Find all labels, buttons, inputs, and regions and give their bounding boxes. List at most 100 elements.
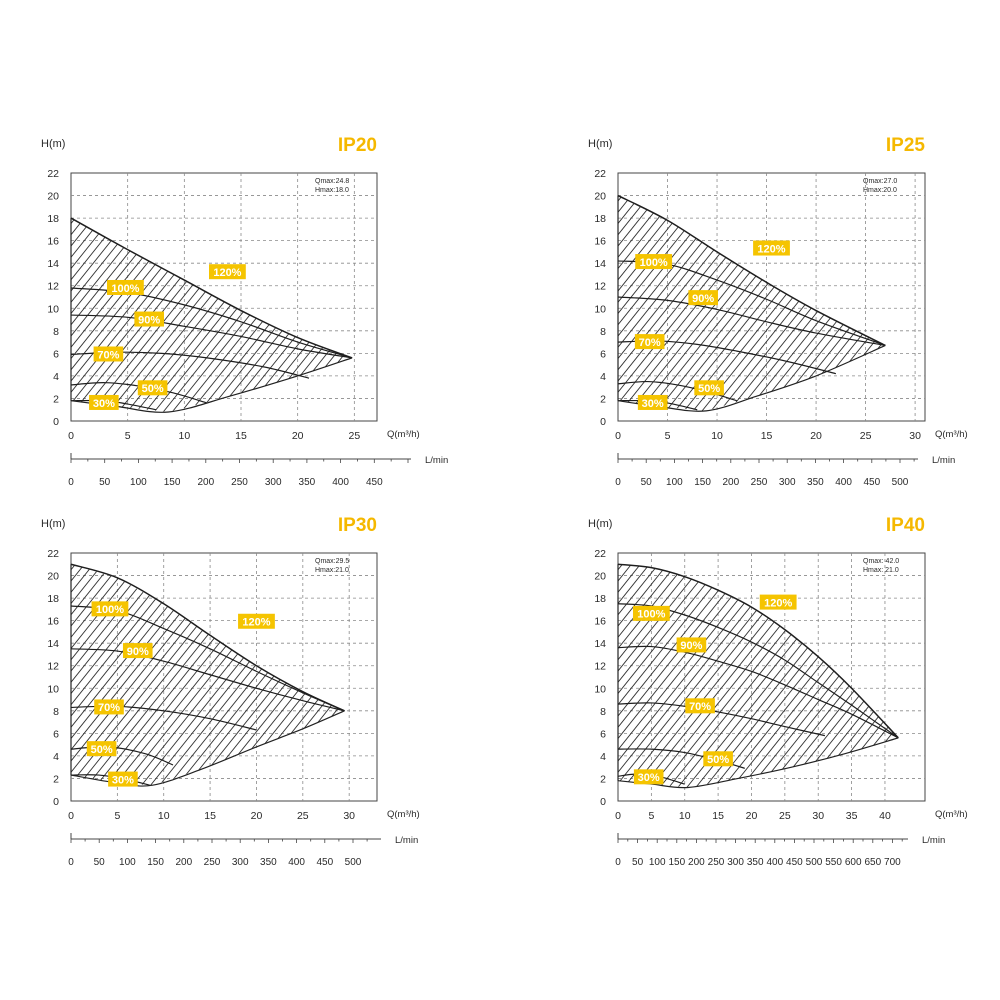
- hatch-line: [345, 553, 543, 801]
- hatch-line: [738, 564, 899, 788]
- series-curve: [70, 217, 353, 359]
- series-label: 70%: [97, 349, 119, 361]
- x2-tick-label: 150: [668, 857, 685, 868]
- hatch-line: [864, 195, 886, 411]
- hatch-line: [390, 553, 588, 801]
- hatch-line: [892, 173, 1000, 421]
- hatch-line: [618, 195, 632, 411]
- y-tick-label: 18: [594, 213, 606, 225]
- x2-tick-label: 350: [807, 477, 824, 488]
- hatch-line: [873, 195, 886, 411]
- hatch-line: [618, 564, 641, 788]
- plot-frame: [617, 172, 926, 422]
- x-tick-label: 10: [679, 810, 691, 822]
- hatch-line: [71, 564, 238, 786]
- hatch-line: [955, 173, 1000, 421]
- hatch-line: [397, 553, 595, 801]
- x2-tick-label: 150: [147, 857, 164, 868]
- info-text: Qmax:27.0: [863, 178, 897, 185]
- hatch-line: [756, 564, 899, 788]
- hatch-line: [828, 564, 899, 788]
- series-label-badge: [134, 311, 164, 327]
- series-label-badge: [676, 637, 707, 653]
- series-label: 90%: [127, 646, 149, 658]
- hatch-line: [415, 173, 613, 421]
- x2-tick-label: 50: [94, 857, 106, 868]
- series-label: 70%: [98, 702, 120, 714]
- hatch-line: [397, 173, 595, 421]
- x2-tick-label: 200: [688, 857, 705, 868]
- hatch-line: [71, 218, 220, 412]
- series-label: 100%: [637, 609, 665, 621]
- y-tick-label: 8: [600, 326, 606, 338]
- hatch-line: [435, 553, 633, 801]
- x2-axis-title: L/min: [932, 455, 955, 466]
- hatch-line: [381, 553, 579, 801]
- y-tick-label: 10: [594, 683, 606, 695]
- x2-tick-label: 250: [204, 857, 221, 868]
- y-tick-label: 2: [53, 773, 59, 785]
- hatch-line: [711, 195, 886, 411]
- x-tick-label: 40: [879, 810, 891, 822]
- hatch-line: [164, 218, 353, 412]
- x2-tick-label: 350: [747, 857, 764, 868]
- x2-tick-label: 650: [864, 857, 881, 868]
- hatch-line: [846, 195, 886, 411]
- hatch-line: [618, 564, 740, 788]
- hatch-line: [71, 218, 193, 412]
- hatch-line: [747, 564, 899, 788]
- hatch-line: [299, 564, 345, 786]
- x2-tick-label: 400: [766, 857, 783, 868]
- hatch-line: [344, 218, 353, 412]
- hatch-line: [964, 173, 1000, 421]
- series-label-badge: [94, 699, 124, 715]
- x-tick-label: 5: [125, 430, 131, 442]
- x2-tick-label: 200: [197, 477, 214, 488]
- hatch-line: [372, 173, 570, 421]
- hatch-line: [946, 553, 1000, 801]
- hatch-line: [991, 173, 1000, 421]
- hatch-line: [738, 195, 886, 411]
- series-label-badge: [238, 613, 275, 629]
- series-label: 50%: [142, 383, 164, 395]
- hatch-line: [783, 195, 886, 411]
- hatch-line: [792, 564, 899, 788]
- y-tick-label: 22: [594, 168, 606, 180]
- series-label: 120%: [764, 597, 792, 609]
- hatch-line: [326, 218, 353, 412]
- hatch-line: [618, 195, 641, 411]
- hatch-line: [819, 564, 899, 788]
- y-tick-label: 22: [47, 168, 59, 180]
- hatch-line: [209, 218, 353, 412]
- hatch-line: [406, 553, 604, 801]
- x2-tick-label: 400: [835, 477, 852, 488]
- hatch-line: [855, 195, 886, 411]
- hatch-line: [379, 553, 577, 801]
- series-label: 120%: [757, 243, 785, 255]
- x-tick-label: 35: [846, 810, 858, 822]
- hatch-line: [71, 218, 247, 412]
- series-label: 90%: [138, 314, 160, 326]
- hatch-line: [335, 218, 353, 412]
- hatch-line: [618, 564, 695, 788]
- x2-tick-label: 500: [806, 857, 823, 868]
- hatch-line: [71, 564, 139, 786]
- hatch-line: [618, 564, 776, 788]
- hatch-line: [747, 195, 886, 411]
- series-curve: [70, 648, 345, 712]
- hatch-line: [618, 564, 632, 788]
- hatch-line: [92, 564, 292, 786]
- series-label: 120%: [213, 267, 241, 279]
- hatch-line: [0, 173, 66, 421]
- hatch-line: [0, 173, 57, 421]
- x2-tick-label: 100: [130, 477, 147, 488]
- hatch-line: [0, 553, 30, 801]
- x-tick-label: 5: [648, 810, 654, 822]
- x-tick-label: 15: [235, 430, 247, 442]
- x2-tick-label: 50: [641, 477, 653, 488]
- hatch-line: [0, 173, 21, 421]
- hatch-line: [236, 564, 345, 786]
- hatch-line: [801, 564, 899, 788]
- hatch-line: [209, 564, 345, 786]
